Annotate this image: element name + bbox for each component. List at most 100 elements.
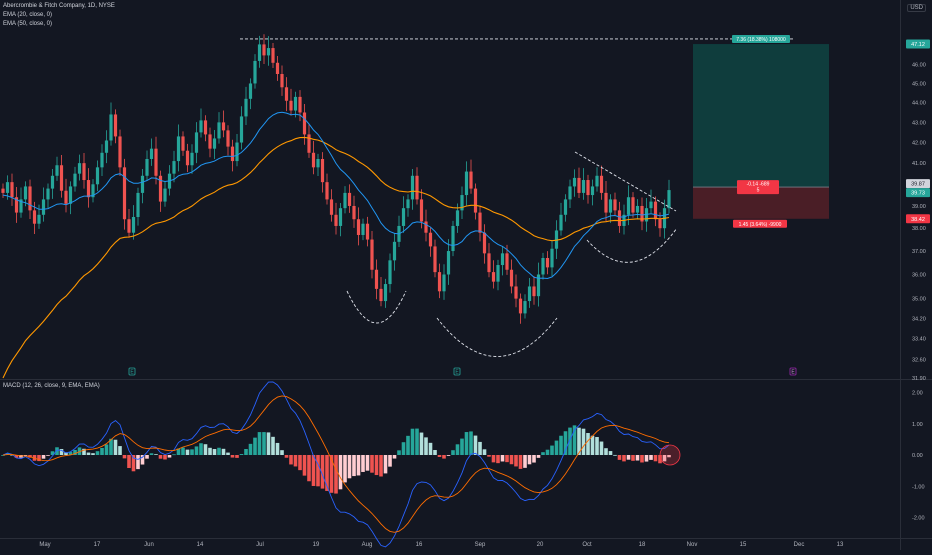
target-label-box bbox=[732, 34, 790, 43]
candle-body bbox=[653, 201, 658, 220]
candle-body bbox=[266, 48, 271, 56]
macd-histogram-bar bbox=[541, 452, 545, 455]
candle-body bbox=[46, 188, 50, 200]
candle-body bbox=[424, 221, 428, 233]
macd-histogram-bar bbox=[482, 449, 487, 455]
candle-body bbox=[347, 192, 352, 206]
macd-histogram-bar bbox=[406, 435, 410, 455]
candle-body bbox=[203, 120, 208, 135]
macd-histogram-bar bbox=[523, 455, 527, 468]
candle-body bbox=[595, 175, 599, 187]
macd-histogram-bar bbox=[469, 431, 473, 455]
macd-histogram-bar bbox=[271, 436, 275, 455]
macd-histogram-bar bbox=[208, 447, 212, 455]
candle-body bbox=[145, 158, 149, 176]
macd-histogram-bar bbox=[127, 455, 131, 469]
macd-histogram-bar bbox=[221, 448, 226, 455]
macd-histogram-bar bbox=[23, 455, 28, 456]
macd-histogram-bar bbox=[415, 428, 419, 455]
candle-body bbox=[221, 122, 226, 131]
candle-body bbox=[401, 208, 406, 226]
macd-histogram-bar bbox=[59, 448, 64, 455]
candle-body bbox=[469, 171, 473, 189]
candle-body bbox=[104, 140, 109, 153]
macd-histogram-bar bbox=[293, 455, 298, 467]
macd-histogram-bar bbox=[572, 425, 577, 455]
candle-body bbox=[446, 251, 451, 275]
macd-histogram-bar bbox=[109, 438, 113, 455]
macd-histogram-bar bbox=[388, 455, 392, 467]
price-tick-label: 42.00 bbox=[912, 141, 926, 147]
candle-body bbox=[478, 212, 482, 233]
candle-body bbox=[298, 96, 302, 113]
candle-body bbox=[460, 195, 464, 211]
candle-body bbox=[1, 188, 5, 193]
macd-legend: MACD (12, 26, close, 9, EMA, EMA) bbox=[3, 383, 100, 389]
candle-body bbox=[604, 192, 608, 213]
macd-histogram-bar bbox=[509, 455, 514, 465]
candle-body bbox=[379, 288, 383, 302]
macd-histogram-bar bbox=[532, 455, 536, 463]
candle-body bbox=[208, 134, 212, 149]
macd-histogram-bar bbox=[536, 455, 541, 458]
candle-body bbox=[334, 214, 338, 226]
macd-histogram-bar bbox=[442, 455, 446, 459]
macd-histogram-bar bbox=[284, 455, 289, 458]
macd-histogram-bar bbox=[113, 439, 118, 455]
candle-body bbox=[109, 114, 113, 141]
price-tick-label: 43.00 bbox=[912, 120, 926, 126]
candle-body bbox=[590, 186, 595, 196]
event-marker-box bbox=[453, 367, 461, 376]
ema50-line bbox=[2, 136, 670, 379]
macd-histogram-bar bbox=[307, 455, 311, 482]
macd-histogram-bar bbox=[626, 455, 631, 460]
macd-histogram-bar bbox=[433, 450, 437, 455]
macd-histogram-bar bbox=[262, 432, 266, 455]
candle-body bbox=[356, 219, 361, 235]
macd-histogram-bar bbox=[608, 451, 613, 455]
macd-histogram-bar bbox=[104, 444, 109, 455]
candle-body bbox=[59, 165, 64, 191]
macd-histogram-bar bbox=[446, 455, 451, 456]
time-tick-label: Jul bbox=[256, 542, 264, 548]
candle-body bbox=[374, 269, 379, 289]
candle-body bbox=[100, 152, 104, 168]
currency-button[interactable]: USD bbox=[907, 4, 926, 12]
macd-histogram-bar bbox=[613, 454, 617, 456]
macd-histogram-bar bbox=[577, 427, 581, 455]
macd-histogram-bar bbox=[478, 441, 482, 455]
event-marker-label: E bbox=[791, 370, 795, 376]
macd-histogram-bar bbox=[37, 455, 41, 462]
macd-histogram-bar bbox=[235, 455, 239, 458]
candle-body bbox=[428, 232, 433, 247]
candle-body bbox=[217, 122, 221, 139]
candle-body bbox=[451, 225, 455, 252]
last-price-badge-box bbox=[906, 188, 930, 198]
time-tick-label: Sep bbox=[475, 542, 486, 548]
macd-histogram-bar bbox=[64, 452, 68, 455]
time-tick-label: Oct bbox=[582, 542, 592, 548]
time-tick-label: 13 bbox=[837, 542, 844, 548]
macd-histogram-bar bbox=[176, 448, 181, 455]
candle-body bbox=[185, 150, 190, 166]
macd-tick-label: 1.00 bbox=[912, 422, 923, 428]
macd-histogram-bar bbox=[239, 454, 244, 455]
price-tick-label: 32.60 bbox=[912, 357, 926, 363]
price-tick-label: 45.00 bbox=[912, 81, 926, 87]
candle-body bbox=[95, 167, 100, 185]
price-tick-label: 34.20 bbox=[912, 316, 926, 322]
macd-histogram-bar bbox=[338, 455, 343, 490]
macd-histogram-bar bbox=[46, 455, 50, 456]
macd-tick-label: 0.00 bbox=[912, 453, 923, 459]
event-marker-box bbox=[128, 367, 136, 376]
candle-body bbox=[415, 175, 419, 200]
macd-histogram-bar bbox=[410, 428, 415, 455]
ema20-legend: EMA (20, close, 0) bbox=[3, 12, 53, 18]
macd-histogram-bar bbox=[392, 455, 397, 459]
candle-body bbox=[307, 134, 311, 153]
macd-histogram-bar bbox=[41, 455, 46, 459]
macd-histogram-bar bbox=[253, 437, 257, 455]
entry-label-line2: 5 bbox=[757, 188, 760, 194]
